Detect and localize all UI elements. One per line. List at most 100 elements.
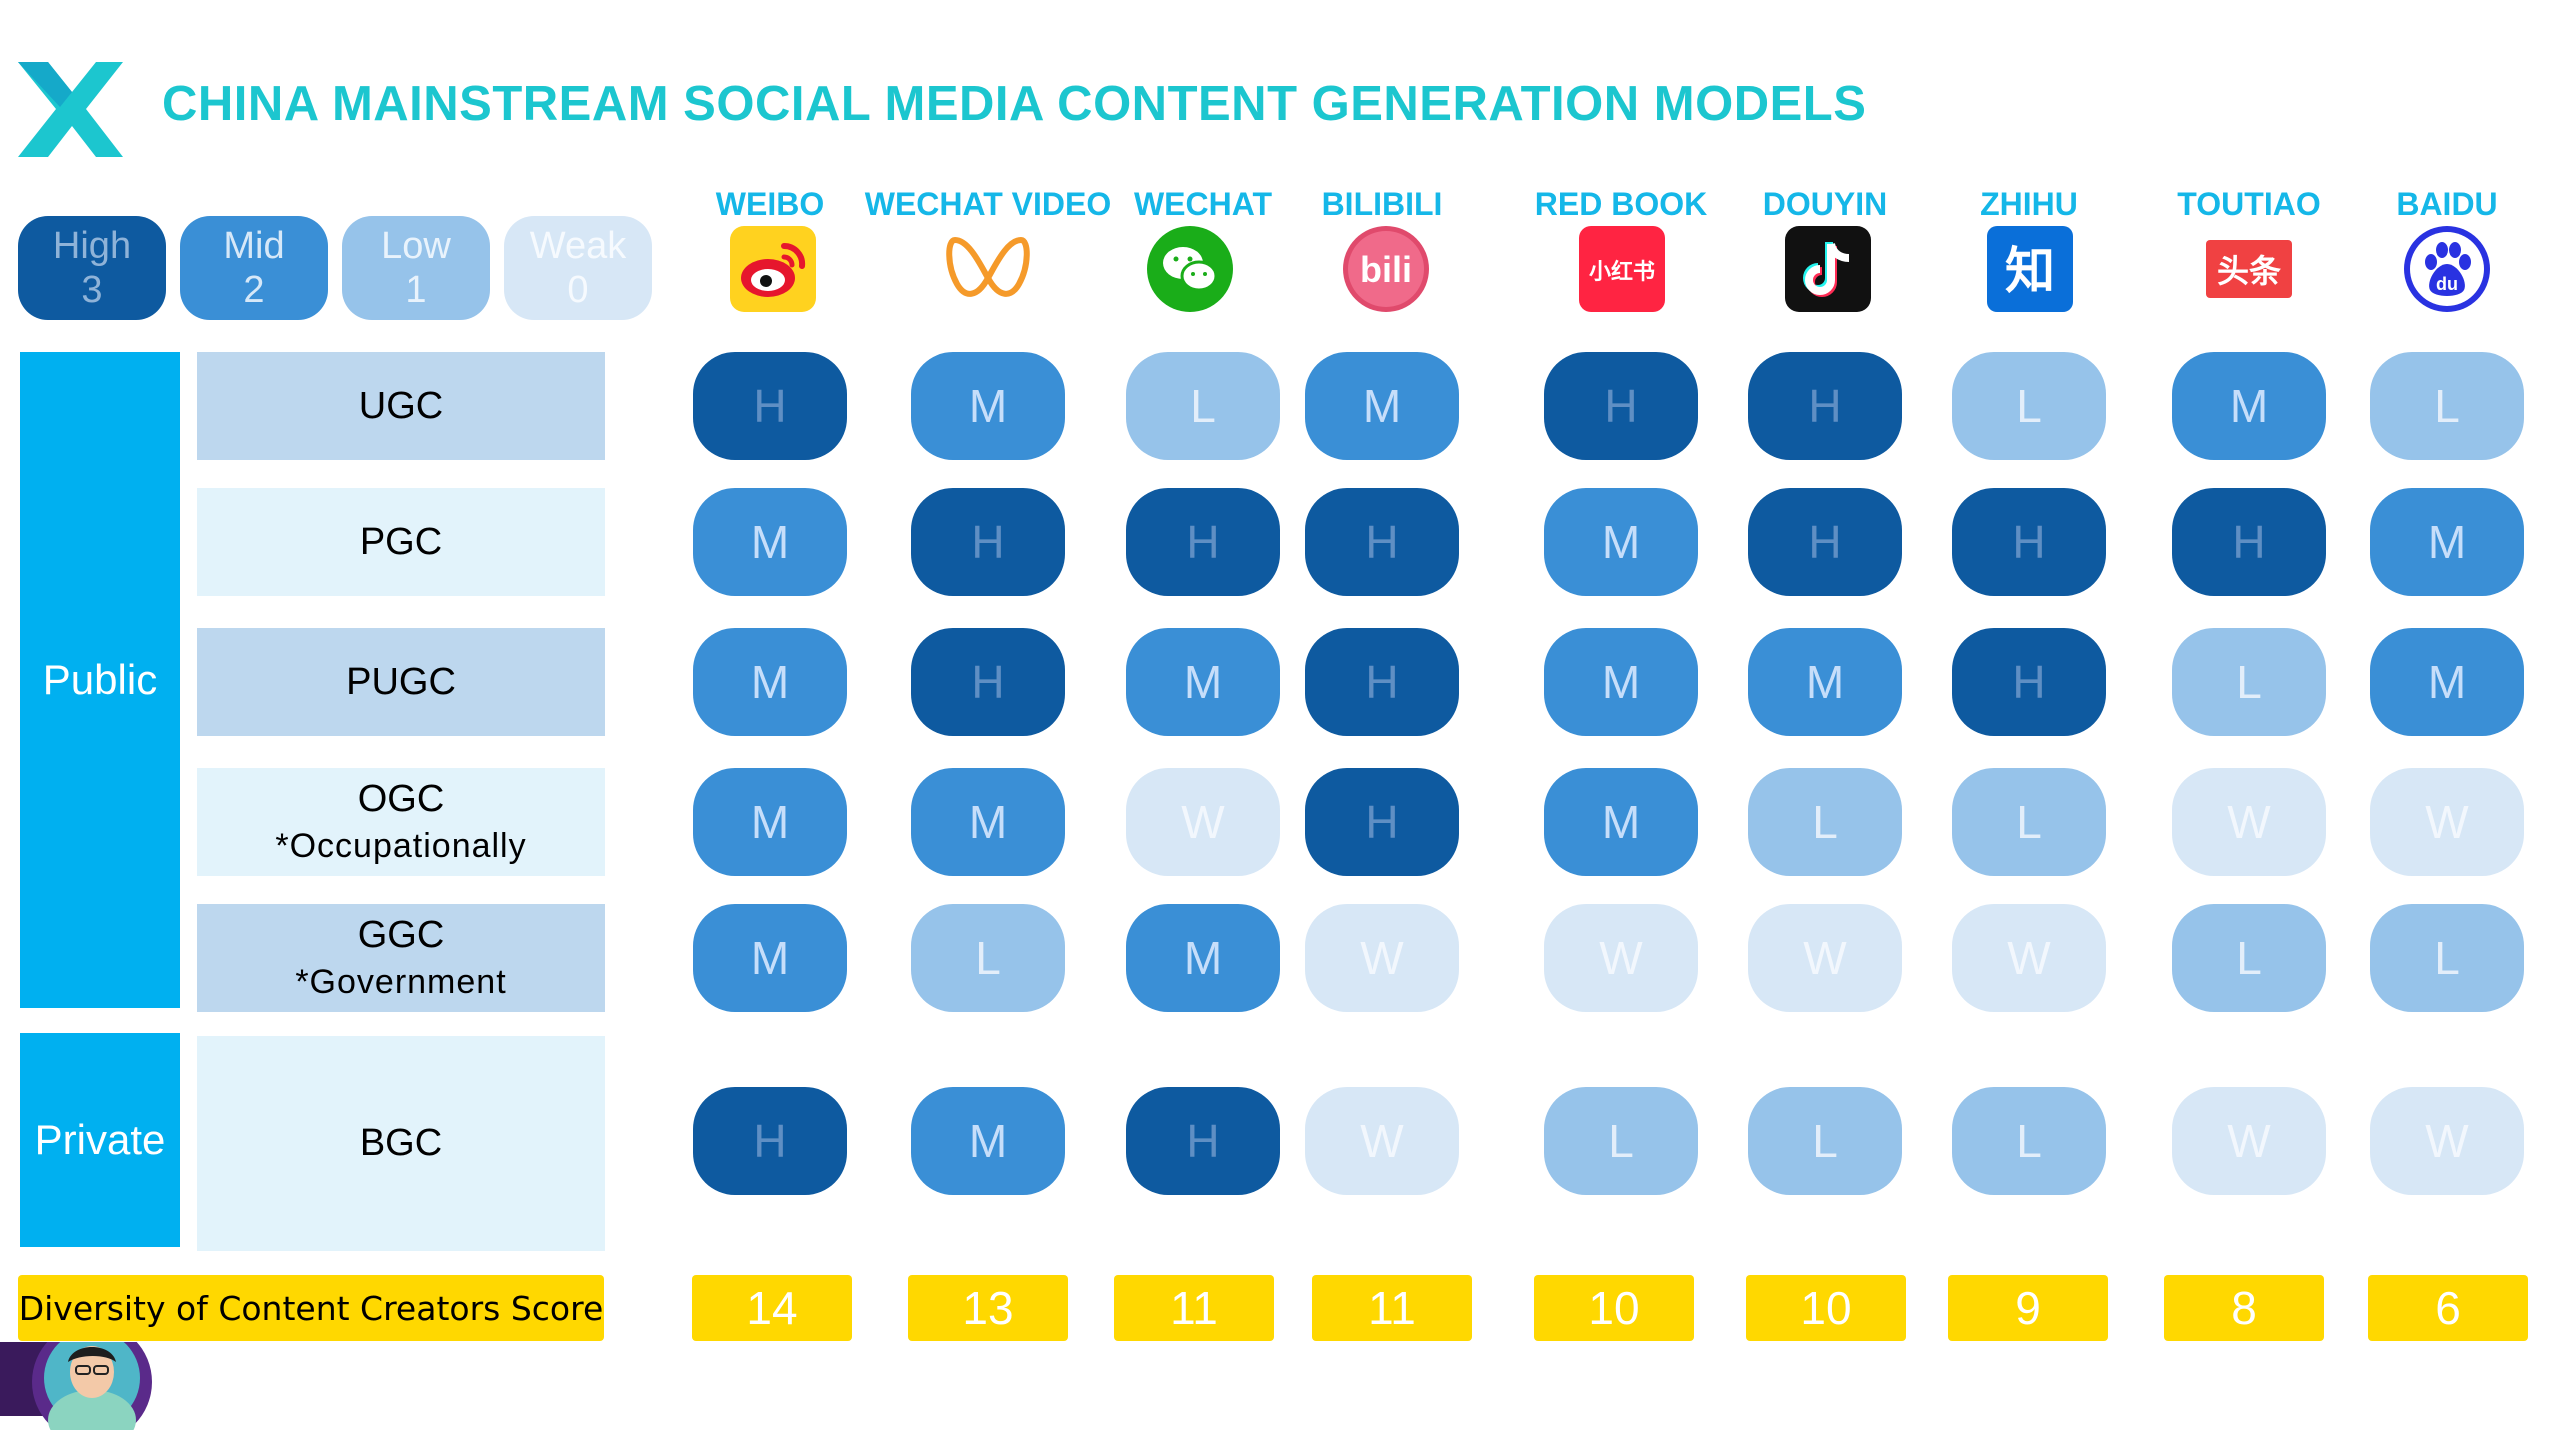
row-label-ggc-text: GGC bbox=[357, 914, 445, 956]
row-label-ugc: UGC bbox=[197, 352, 605, 460]
rating-cell-toutiao-ogc: W bbox=[2172, 768, 2326, 876]
rating-cell-douyin-bgc: L bbox=[1748, 1087, 1902, 1195]
rating-cell-wechat-video-ogc: M bbox=[911, 768, 1065, 876]
rating-cell-weibo-ogc: M bbox=[693, 768, 847, 876]
rating-cell-wechat-pugc: M bbox=[1126, 628, 1280, 736]
column-header-douyin: DOUYIN bbox=[1762, 186, 1888, 222]
row-label-pgc: PGC bbox=[197, 488, 605, 596]
zhihu-icon: 知 bbox=[1987, 226, 2073, 312]
legend-high: High 3 bbox=[18, 216, 166, 320]
rating-cell-zhihu-bgc: L bbox=[1952, 1087, 2106, 1195]
score-toutiao: 8 bbox=[2164, 1275, 2324, 1341]
rating-cell-zhihu-ugc: L bbox=[1952, 352, 2106, 460]
weibo-icon bbox=[730, 226, 816, 312]
rating-cell-wechat-ogc: W bbox=[1126, 768, 1280, 876]
group-public: Public bbox=[20, 352, 180, 1008]
rating-cell-weibo-pgc: M bbox=[693, 488, 847, 596]
rating-cell-red-book-pgc: M bbox=[1544, 488, 1698, 596]
legend-mid: Mid 2 bbox=[180, 216, 328, 320]
rating-cell-baidu-ogc: W bbox=[2370, 768, 2524, 876]
rating-cell-wechat-ggc: M bbox=[1126, 904, 1280, 1012]
legend-mid-value: 2 bbox=[243, 269, 265, 311]
score-zhihu: 9 bbox=[1948, 1275, 2108, 1341]
column-header-wechat-video: WECHAT VIDEO bbox=[864, 186, 1112, 222]
rating-cell-weibo-pugc: M bbox=[693, 628, 847, 736]
red-book-icon: 小红书 bbox=[1579, 226, 1665, 312]
legend-low-value: 1 bbox=[405, 269, 427, 311]
rating-cell-weibo-ugc: H bbox=[693, 352, 847, 460]
rating-cell-toutiao-bgc: W bbox=[2172, 1087, 2326, 1195]
column-header-weibo: WEIBO bbox=[715, 186, 825, 222]
rating-cell-wechat-ugc: L bbox=[1126, 352, 1280, 460]
rating-cell-wechat-video-ugc: M bbox=[911, 352, 1065, 460]
column-header-red-book: RED BOOK bbox=[1534, 186, 1708, 222]
rating-cell-red-book-ugc: H bbox=[1544, 352, 1698, 460]
group-private: Private bbox=[20, 1033, 180, 1247]
row-label-bgc-text: BGC bbox=[359, 1122, 443, 1164]
baidu-icon: du bbox=[2404, 226, 2490, 312]
rating-cell-weibo-ggc: M bbox=[693, 904, 847, 1012]
column-header-wechat: WECHAT bbox=[1133, 186, 1273, 222]
row-label-pugc-text: PUGC bbox=[346, 660, 456, 703]
rating-cell-baidu-ggc: L bbox=[2370, 904, 2524, 1012]
rating-cell-baidu-ugc: L bbox=[2370, 352, 2524, 460]
page-title: CHINA MAINSTREAM SOCIAL MEDIA CONTENT GE… bbox=[162, 77, 1867, 131]
svg-text:bili: bili bbox=[1360, 249, 1412, 290]
rating-cell-toutiao-ggc: L bbox=[2172, 904, 2326, 1012]
rating-cell-bilibili-bgc: W bbox=[1305, 1087, 1459, 1195]
row-label-ugc-text: UGC bbox=[358, 384, 444, 427]
rating-cell-wechat-video-ggc: L bbox=[911, 904, 1065, 1012]
rating-cell-douyin-pugc: M bbox=[1748, 628, 1902, 736]
score-bilibili: 11 bbox=[1312, 1275, 1472, 1341]
rating-cell-toutiao-pgc: H bbox=[2172, 488, 2326, 596]
presenter-avatar bbox=[0, 1342, 152, 1430]
column-header-baidu: BAIDU bbox=[2396, 186, 2498, 222]
svg-text:du: du bbox=[2436, 274, 2458, 294]
legend-high-value: 3 bbox=[81, 269, 103, 311]
rating-cell-zhihu-ggc: W bbox=[1952, 904, 2106, 1012]
rating-cell-red-book-ggc: W bbox=[1544, 904, 1698, 1012]
rating-cell-red-book-bgc: L bbox=[1544, 1087, 1698, 1195]
row-label-ggc: GGC *Government bbox=[197, 904, 605, 1012]
row-label-pugc: PUGC bbox=[197, 628, 605, 736]
rating-cell-zhihu-pgc: H bbox=[1952, 488, 2106, 596]
rating-cell-wechat-pgc: H bbox=[1126, 488, 1280, 596]
column-header-toutiao: TOUTIAO bbox=[2177, 186, 2321, 222]
rating-cell-bilibili-ugc: M bbox=[1305, 352, 1459, 460]
rating-cell-red-book-pugc: M bbox=[1544, 628, 1698, 736]
rating-cell-toutiao-pugc: L bbox=[2172, 628, 2326, 736]
wechat-icon bbox=[1147, 226, 1233, 312]
rating-cell-douyin-ggc: W bbox=[1748, 904, 1902, 1012]
rating-cell-douyin-ugc: H bbox=[1748, 352, 1902, 460]
brand-logo-icon bbox=[18, 62, 123, 157]
rating-cell-baidu-bgc: W bbox=[2370, 1087, 2524, 1195]
score-label: Diversity of Content Creators Score bbox=[18, 1275, 604, 1341]
rating-cell-wechat-video-pugc: H bbox=[911, 628, 1065, 736]
rating-cell-wechat-video-pgc: H bbox=[911, 488, 1065, 596]
score-baidu: 6 bbox=[2368, 1275, 2528, 1341]
svg-text:头条: 头条 bbox=[2217, 252, 2281, 290]
score-wechat: 11 bbox=[1114, 1275, 1274, 1341]
group-private-label: Private bbox=[34, 1116, 166, 1163]
row-label-pgc-text: PGC bbox=[359, 520, 443, 563]
rating-cell-bilibili-ggc: W bbox=[1305, 904, 1459, 1012]
douyin-icon bbox=[1785, 226, 1871, 312]
legend-low: Low 1 bbox=[342, 216, 490, 320]
legend-high-label: High bbox=[52, 225, 132, 267]
rating-cell-baidu-pugc: M bbox=[2370, 628, 2524, 736]
legend-weak-label: Weak bbox=[529, 225, 627, 267]
rating-cell-baidu-pgc: M bbox=[2370, 488, 2524, 596]
legend-mid-label: Mid bbox=[223, 225, 285, 267]
rating-cell-zhihu-ogc: L bbox=[1952, 768, 2106, 876]
svg-text:小红书: 小红书 bbox=[1589, 259, 1655, 285]
rating-cell-douyin-pgc: H bbox=[1748, 488, 1902, 596]
rating-cell-red-book-ogc: M bbox=[1544, 768, 1698, 876]
score-red-book: 10 bbox=[1534, 1275, 1694, 1341]
rating-cell-zhihu-pugc: H bbox=[1952, 628, 2106, 736]
row-label-ogc-note: *Occupationally bbox=[275, 827, 527, 865]
column-header-zhihu: ZHIHU bbox=[1980, 186, 2078, 222]
wechat-video-icon bbox=[946, 237, 1030, 297]
legend-low-label: Low bbox=[381, 225, 451, 267]
rating-cell-douyin-ogc: L bbox=[1748, 768, 1902, 876]
svg-text:知: 知 bbox=[2005, 242, 2055, 300]
